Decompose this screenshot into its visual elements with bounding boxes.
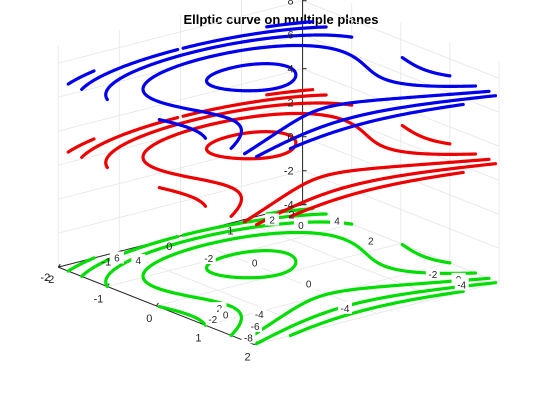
grid-line [58, 136, 303, 200]
contour-label-bg [248, 320, 263, 333]
z-tick-label: 2 [287, 98, 293, 110]
contour-label-bg [218, 308, 233, 321]
z-tick-label: 8 [287, 0, 293, 8]
x-tick-label: 1 [195, 332, 201, 344]
contour-line [204, 62, 491, 156]
contour-label-bg [454, 278, 469, 291]
contour-line [66, 20, 315, 86]
contour-label: 0 [223, 310, 229, 321]
contour-label-bg [293, 218, 308, 231]
contour-line [104, 101, 452, 208]
y-tick [119, 250, 123, 252]
grid-line [58, 68, 303, 132]
z-tick-label: -2 [284, 166, 294, 178]
contour-label: 6 [114, 254, 120, 265]
contour-label-bg [337, 301, 352, 314]
contour-line [141, 230, 478, 338]
contour-label: -4 [255, 310, 264, 321]
contour-line [288, 102, 465, 151]
contour-label-bg [363, 234, 378, 247]
grid-line [241, 219, 439, 299]
contour-label-bg [425, 268, 440, 281]
contour-line [254, 94, 498, 159]
contour-line [66, 88, 315, 154]
z-tick-label: 4 [287, 64, 293, 76]
contour-label: 4 [136, 256, 142, 267]
contour-label: 0 [306, 280, 312, 291]
x-tick [57, 263, 61, 268]
contour-line [288, 289, 465, 338]
contour-label-bg [201, 252, 216, 265]
x-axis-line [58, 266, 255, 346]
z-tick-label: 6 [287, 30, 293, 42]
contour-plane-z3 [66, 88, 498, 227]
contour-label: 2 [269, 215, 275, 226]
y-tick [241, 218, 245, 221]
contour-line [141, 43, 478, 151]
chart-title: Ellptic curve on multiple planes [183, 12, 378, 27]
contour-label-bg [247, 256, 262, 269]
x-tick-label: -2 [44, 274, 54, 286]
contour-label: -4 [340, 304, 349, 315]
contour-label: 0 [298, 221, 304, 232]
contour-line [204, 130, 491, 224]
x-tick-label: 0 [146, 313, 152, 325]
grid-line [302, 170, 500, 249]
contour-label: -4 [457, 280, 466, 291]
y-tick-label: 0 [166, 241, 172, 253]
contour-label: -2 [204, 254, 213, 265]
x-tick [155, 302, 159, 307]
contour-label-bg [265, 213, 280, 226]
contour-label: 0 [252, 258, 258, 269]
z-tick-label: -4 [284, 200, 294, 212]
contour-plane-z7 [66, 20, 498, 159]
grid-line [58, 0, 303, 64]
grid-line [302, 0, 500, 79]
contour-label-bg [301, 277, 316, 290]
contour-label: 4 [334, 216, 340, 227]
y-tick-label: 2 [288, 210, 294, 222]
contour-label-bg [131, 254, 146, 267]
contour-line [104, 33, 452, 140]
contour-label: -2 [428, 270, 437, 281]
x-tick-label: 2 [244, 352, 250, 364]
contour-line [80, 93, 328, 159]
contour-label-bg [205, 313, 220, 326]
contour-label: -6 [251, 322, 260, 333]
contour-label-bg [241, 331, 256, 344]
grid-line [58, 170, 303, 234]
contour-label-bg [252, 307, 267, 320]
axes-layer [57, 0, 307, 346]
x-tick-label: -1 [94, 294, 104, 306]
contour-line [288, 170, 465, 219]
contour-label-bg [109, 251, 124, 264]
y-tick-label: -1 [102, 257, 112, 269]
y-tick-label: -2 [40, 272, 50, 284]
contour-label: -8 [244, 333, 253, 344]
contour-layer [66, 20, 498, 346]
z-tick-label: 0 [287, 132, 293, 144]
contour-line [80, 25, 328, 91]
y-tick-label: 1 [227, 225, 233, 237]
contour-label: 2 [368, 237, 374, 248]
contour-label-bg [329, 214, 344, 227]
contour-label: -2 [208, 315, 217, 326]
